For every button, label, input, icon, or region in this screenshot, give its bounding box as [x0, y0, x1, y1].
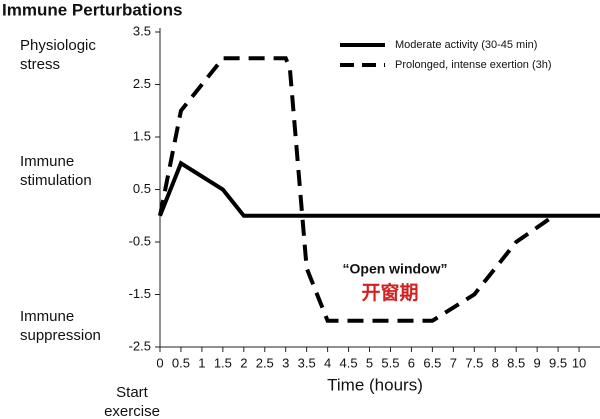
y-tick-label: -2.5: [129, 338, 151, 353]
side-label: Physiologic: [20, 37, 96, 54]
x-tick-label: 1.5: [214, 355, 232, 370]
y-tick-label: 1.5: [133, 128, 151, 143]
series-line: [158, 56, 556, 323]
x-tick-label: 6.5: [423, 355, 441, 370]
x-tick-label: 4: [324, 355, 331, 370]
x-tick-label: 9.5: [549, 355, 567, 370]
x-tick-label: 3: [282, 355, 289, 370]
x-tick-label: 8.5: [507, 355, 525, 370]
x-tick-label: 1: [198, 355, 205, 370]
chart-title: Immune Perturbations: [2, 0, 182, 19]
y-tick-label: -1.5: [129, 286, 151, 301]
x-tick-label: 0: [156, 355, 163, 370]
side-label: Immune: [20, 153, 74, 170]
x-tick-label: 8: [492, 355, 499, 370]
side-label: exercise: [104, 403, 160, 419]
y-tick-label: 2.5: [133, 76, 151, 91]
x-tick-label: 7.5: [465, 355, 483, 370]
legend-label: Prolonged, intense exertion (3h): [395, 59, 552, 71]
annotation: 开窗期: [361, 281, 418, 304]
x-tick-label: 9: [534, 355, 541, 370]
side-label: stimulation: [20, 172, 92, 189]
side-label: stress: [20, 56, 60, 73]
side-label: Start: [116, 384, 149, 401]
legend-label: Moderate activity (30-45 min): [395, 39, 537, 51]
y-tick-label: 3.5: [133, 23, 151, 38]
x-tick-label: 0.5: [172, 355, 190, 370]
x-tick-label: 4.5: [340, 355, 358, 370]
x-tick-label: 3.5: [298, 355, 316, 370]
x-axis-label: Time (hours): [327, 375, 423, 394]
x-tick-label: 5: [366, 355, 373, 370]
x-tick-label: 10: [572, 355, 586, 370]
side-label: suppression: [20, 327, 101, 344]
x-tick-label: 2.5: [256, 355, 274, 370]
side-label: Immune: [20, 308, 74, 325]
x-tick-label: 6: [408, 355, 415, 370]
x-tick-label: 7: [450, 355, 457, 370]
y-tick-label: -0.5: [129, 233, 151, 248]
x-tick-label: 5.5: [381, 355, 399, 370]
x-tick-label: 2: [240, 355, 247, 370]
series-line: [158, 160, 600, 218]
y-tick-label: 0.5: [133, 181, 151, 196]
annotation: “Open window”: [343, 261, 448, 277]
